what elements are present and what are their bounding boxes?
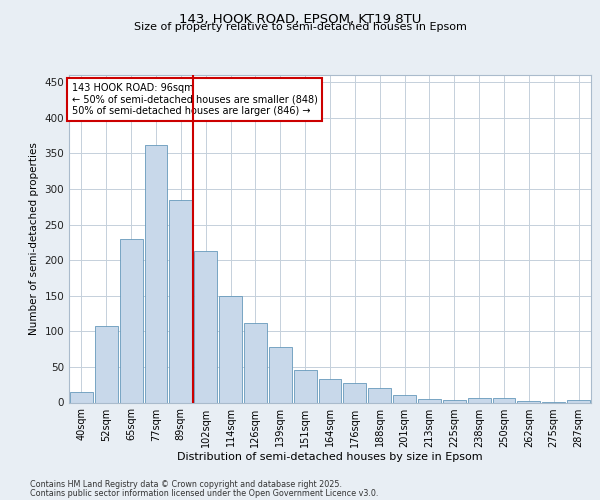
- Bar: [244, 323, 267, 402]
- Bar: [194, 251, 217, 402]
- Bar: [169, 200, 192, 402]
- Text: 143, HOOK ROAD, EPSOM, KT19 8TU: 143, HOOK ROAD, EPSOM, KT19 8TU: [179, 12, 421, 26]
- Bar: [493, 398, 515, 402]
- Bar: [567, 400, 590, 402]
- Bar: [219, 296, 242, 403]
- Bar: [294, 370, 317, 402]
- Bar: [368, 388, 391, 402]
- Bar: [418, 399, 441, 402]
- Bar: [319, 379, 341, 402]
- Bar: [70, 392, 93, 402]
- Bar: [468, 398, 491, 402]
- Bar: [145, 145, 167, 403]
- Bar: [343, 382, 366, 402]
- Text: 143 HOOK ROAD: 96sqm
← 50% of semi-detached houses are smaller (848)
50% of semi: 143 HOOK ROAD: 96sqm ← 50% of semi-detac…: [71, 83, 317, 116]
- Text: Size of property relative to semi-detached houses in Epsom: Size of property relative to semi-detach…: [134, 22, 466, 32]
- Y-axis label: Number of semi-detached properties: Number of semi-detached properties: [29, 142, 39, 335]
- Bar: [120, 239, 143, 402]
- Bar: [269, 347, 292, 403]
- X-axis label: Distribution of semi-detached houses by size in Epsom: Distribution of semi-detached houses by …: [177, 452, 483, 462]
- Bar: [517, 401, 540, 402]
- Bar: [95, 326, 118, 402]
- Text: Contains public sector information licensed under the Open Government Licence v3: Contains public sector information licen…: [30, 488, 379, 498]
- Bar: [393, 396, 416, 402]
- Text: Contains HM Land Registry data © Crown copyright and database right 2025.: Contains HM Land Registry data © Crown c…: [30, 480, 342, 489]
- Bar: [443, 400, 466, 402]
